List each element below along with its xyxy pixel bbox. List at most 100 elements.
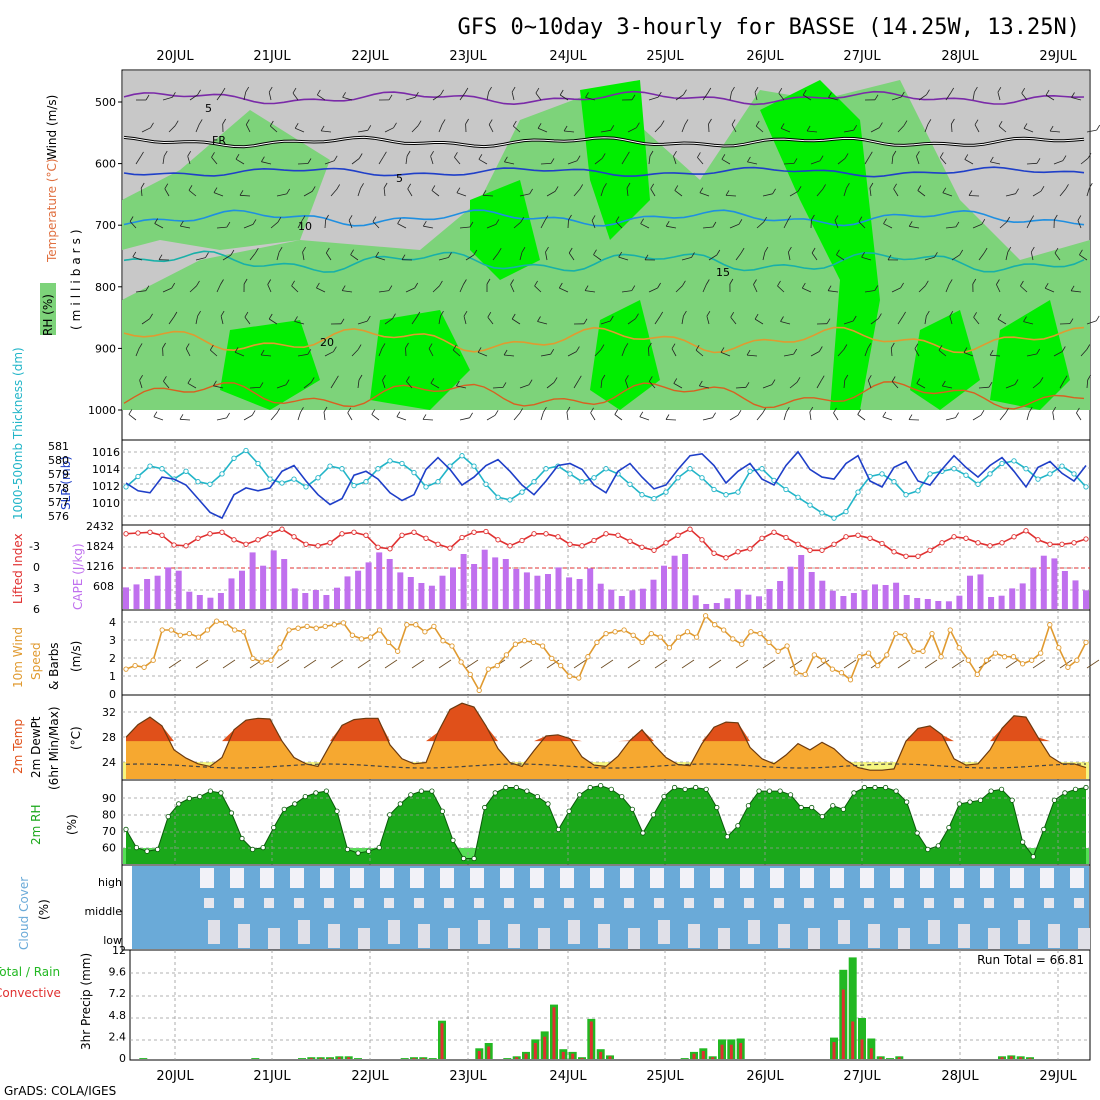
rh2m-point xyxy=(281,806,287,812)
wind-barb-flag xyxy=(307,158,312,164)
wind-barb xyxy=(188,189,197,197)
wind-barb-flag xyxy=(511,313,516,320)
wind-barb xyxy=(534,285,542,293)
thickness-point xyxy=(267,476,273,482)
wind-barb-flag xyxy=(785,406,790,413)
wind-barb xyxy=(1023,321,1034,325)
lifted-index-point xyxy=(975,540,981,546)
wind-barb xyxy=(729,414,739,421)
cloud-gap-high xyxy=(740,868,754,888)
cloud-gap-mid xyxy=(984,898,994,908)
cloud-gap-mid xyxy=(384,898,394,908)
wind-barb xyxy=(459,417,470,421)
lifted-index-point xyxy=(339,531,345,537)
wind-barb-flag xyxy=(780,123,785,129)
rh2m-point xyxy=(387,812,393,818)
wind-barb-flag xyxy=(1053,214,1058,221)
thickness-point xyxy=(387,458,393,464)
wind-barb-flag xyxy=(983,247,988,254)
wind-barb xyxy=(909,225,920,229)
rh2m-point xyxy=(851,790,857,796)
wind-barb xyxy=(187,382,197,389)
wind-barb xyxy=(243,224,254,229)
wind-barb-flag xyxy=(590,407,594,414)
wind-barb xyxy=(423,225,434,229)
precip-total-bar xyxy=(503,1058,512,1059)
wind-barb-flag xyxy=(487,311,492,318)
wind-barb-flag xyxy=(431,185,436,191)
wind-speed-point xyxy=(902,632,908,638)
wind-barb-flag xyxy=(846,182,850,189)
wind-barb-flag xyxy=(843,344,848,350)
rh2m-point xyxy=(492,790,498,796)
wind-barb xyxy=(162,156,165,165)
wind-barb xyxy=(1071,290,1082,293)
wind-barb xyxy=(234,351,245,357)
wind-barb-flag xyxy=(1020,280,1024,287)
lifted-index-point xyxy=(483,528,489,535)
cape-bar xyxy=(323,595,330,609)
wind-barb xyxy=(249,387,261,389)
wind-barb-flag xyxy=(793,348,798,355)
wind-barb xyxy=(140,187,143,197)
thickness-point xyxy=(639,492,645,498)
thickness-point xyxy=(519,489,525,495)
wind-barb-flag xyxy=(712,412,716,418)
cloud-gap-high xyxy=(530,868,544,888)
wind-barb-flag xyxy=(456,380,460,387)
lifted-index-point xyxy=(579,543,585,549)
slp-line xyxy=(125,450,1087,520)
wind-barb xyxy=(513,221,522,229)
wind-barb xyxy=(405,96,416,101)
surface-wind-barb xyxy=(411,659,425,669)
rh2m-point xyxy=(503,784,509,791)
rh2m-point xyxy=(566,808,572,814)
wind-barb xyxy=(382,380,386,389)
wind-barb-flag xyxy=(568,214,572,221)
wind-barb xyxy=(438,124,443,133)
wind-barb xyxy=(317,94,326,101)
wind-speed-point xyxy=(911,648,917,654)
wind-barb-flag xyxy=(348,215,353,221)
wind-barb xyxy=(861,256,872,261)
wind-barb-flag xyxy=(1054,247,1059,254)
wind-barb xyxy=(411,125,419,133)
cloud-gap-high xyxy=(770,868,784,888)
wind-barb-flag xyxy=(797,186,802,192)
wind-barb-flag xyxy=(140,151,144,158)
wind-barb xyxy=(407,188,413,197)
surface-wind-barb xyxy=(384,659,398,669)
wind-barb xyxy=(261,161,272,165)
wind-barb xyxy=(735,252,742,261)
wind-barb-flag xyxy=(584,285,589,291)
wind-speed-point xyxy=(865,650,872,656)
rh2m-point xyxy=(682,786,688,792)
cloud-gap-mid xyxy=(534,898,544,908)
cloud-gap-high xyxy=(350,868,364,888)
wind-barb xyxy=(914,348,920,357)
wind-barb xyxy=(519,384,530,389)
wind-barb-flag xyxy=(996,279,1000,285)
thickness-point xyxy=(879,471,885,477)
lifted-index-point xyxy=(123,531,129,537)
wind-barb xyxy=(990,161,1001,165)
wind-barb xyxy=(697,157,704,165)
thickness-tick-label: 577 xyxy=(48,496,69,509)
wind-barb xyxy=(1059,380,1065,389)
wind-barb-flag xyxy=(333,346,337,352)
wind-barb-flag xyxy=(196,280,200,287)
wind-barb xyxy=(924,316,927,325)
wind-barb-flag xyxy=(285,379,290,385)
wind-barb-flag xyxy=(650,183,655,190)
wind-barb-flag xyxy=(482,190,487,196)
cloud-gap-mid xyxy=(804,898,814,908)
wind-barb xyxy=(997,92,1001,101)
lifted-index-point xyxy=(351,529,357,535)
cape-axis-label: CAPE (J/kg) xyxy=(71,543,85,610)
rh2m-point xyxy=(482,804,488,811)
lifted-index-point xyxy=(675,532,681,538)
slp-axis-label: SLP (mb) xyxy=(59,456,73,510)
wind-barb xyxy=(244,316,251,325)
wind-barb-flag xyxy=(209,344,214,351)
wind-speed-point xyxy=(503,652,510,658)
